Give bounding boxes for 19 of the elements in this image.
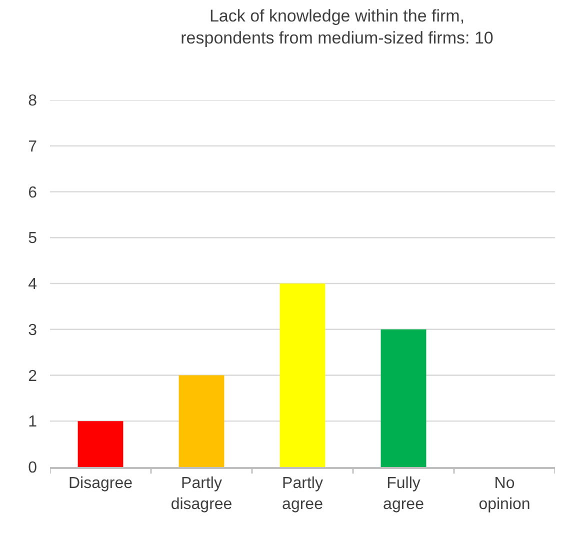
y-tick-label: 8	[28, 92, 38, 110]
y-tick-label: 3	[28, 322, 38, 339]
bar	[380, 329, 426, 467]
x-tick-label: Fully agree	[383, 474, 424, 513]
y-tick-label: 5	[28, 230, 38, 248]
bar	[178, 375, 224, 467]
bar	[280, 284, 326, 467]
y-tick-label: 2	[28, 368, 38, 385]
y-tick-label: 6	[28, 184, 38, 202]
chart-title: Lack of knowledge within the firm, respondents from medium-sized firms: 10	[180, 6, 494, 48]
x-tick-label: Partly agree	[282, 474, 324, 513]
y-tick-label: 4	[28, 276, 38, 294]
x-tick-label: Partly disagree	[170, 474, 232, 513]
bar	[78, 421, 124, 467]
x-tick-label: Disagree	[68, 474, 133, 492]
y-tick-label: 1	[28, 414, 38, 431]
x-tick-label: No opinion	[478, 474, 530, 513]
y-tick-label: 0	[28, 460, 38, 477]
y-tick-label: 7	[28, 138, 38, 156]
